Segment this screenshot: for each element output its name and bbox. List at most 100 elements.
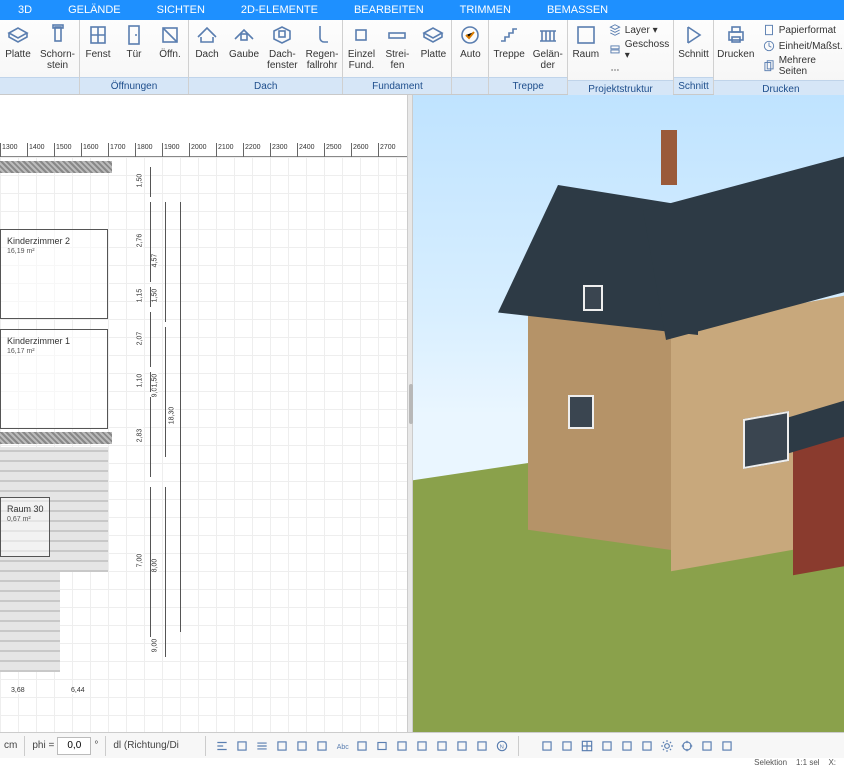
chimney-3d xyxy=(661,130,677,185)
toolbar-sun-button[interactable] xyxy=(658,737,676,755)
toolbar-grid2-button[interactable] xyxy=(598,737,616,755)
dimension-label: 8,00 xyxy=(151,558,158,574)
room-icon xyxy=(574,23,598,47)
ribbon-platte2-button[interactable]: Platte xyxy=(415,20,451,77)
ribbon-geschoss-button[interactable]: Geschoss ▾ xyxy=(608,38,669,62)
toolbar-align-obj-button[interactable] xyxy=(233,737,251,755)
menu-bearbeiten[interactable]: BEARBEITEN xyxy=(336,4,442,16)
room[interactable]: Kinderzimmer 216,19 m² xyxy=(0,229,108,319)
ribbon-oeffn-button[interactable]: Öffn. xyxy=(152,20,188,77)
ribbon-btn-label: Schnitt xyxy=(678,49,709,60)
unit-icon xyxy=(762,39,776,53)
toolbar-align-left-button[interactable] xyxy=(213,737,231,755)
ribbon-einheit-button[interactable]: Einheit/Maßst. xyxy=(762,38,844,54)
ribbon-papier-button[interactable]: Papierformat xyxy=(762,22,844,38)
toolbar-list2-button[interactable] xyxy=(273,737,291,755)
ribbon-fenster-button[interactable]: Fenst xyxy=(80,20,116,77)
ribbon-btn-label: Auto xyxy=(460,49,481,60)
dimension-label: 1,50 xyxy=(151,288,158,304)
toolbar-grid3-button[interactable] xyxy=(618,737,636,755)
toolbar-layer-button[interactable] xyxy=(473,737,491,755)
menu-sichten[interactable]: SICHTEN xyxy=(139,4,223,16)
status-selection: Selektion xyxy=(754,758,787,767)
toolbar-vline-button[interactable] xyxy=(638,737,656,755)
3d-view[interactable] xyxy=(413,95,844,737)
menu-gelaende[interactable]: GELÄNDE xyxy=(50,4,139,16)
menu-3d[interactable]: 3D xyxy=(0,4,50,16)
ribbon-schnitt-button[interactable]: Schnitt xyxy=(674,20,713,77)
toolbar-grid1-button[interactable] xyxy=(578,737,596,755)
ribbon-btn-label: Gaube xyxy=(229,49,259,60)
toolbar-win-button[interactable] xyxy=(558,737,576,755)
menu-trimmen[interactable]: TRIMMEN xyxy=(442,4,529,16)
ribbon-auto-button[interactable]: Auto xyxy=(452,20,488,77)
plan-view-2d[interactable]: 1300140015001600170018001900200021002200… xyxy=(0,95,407,737)
floor-plan-canvas[interactable]: Kinderzimmer 216,19 m² Kinderzimmer 116,1… xyxy=(0,157,407,737)
ribbon-regen-button[interactable]: Regen- fallrohr xyxy=(302,20,343,77)
window-3d xyxy=(583,285,603,311)
ribbon-btn-label: Treppe xyxy=(493,49,524,60)
ribbon-btn-label: Einzel Fund. xyxy=(348,49,375,71)
roof-icon xyxy=(195,23,219,47)
toolbar-lower-button[interactable] xyxy=(313,737,331,755)
menu-2d[interactable]: 2D-ELEMENTE xyxy=(223,4,336,16)
ruler-tick-label: 2200 xyxy=(245,144,261,151)
toolbar-frame-button[interactable] xyxy=(538,737,556,755)
toolbar-target-button[interactable] xyxy=(678,737,696,755)
svg-text:N: N xyxy=(500,744,504,750)
room[interactable]: Kinderzimmer 116,17 m² xyxy=(0,329,108,429)
dimension-label: 2,83 xyxy=(136,428,143,444)
toolbar-gridtog-button[interactable] xyxy=(698,737,716,755)
ribbon-group-label xyxy=(452,77,488,94)
dots-icon xyxy=(608,63,622,77)
ruler-tick-label: 1500 xyxy=(56,144,72,151)
ribbon-layer-button[interactable]: Layer ▾ xyxy=(608,22,669,38)
toolbar-more-button[interactable] xyxy=(718,737,736,755)
ribbon-gaube-button[interactable]: Gaube xyxy=(225,20,263,77)
window-3d xyxy=(568,395,594,429)
ribbon-btn-label: Gelän- der xyxy=(533,49,563,71)
dimension-label: 18,30 xyxy=(168,406,175,426)
slab-icon xyxy=(421,23,445,47)
status-bar: Selektion 1:1 sel X: xyxy=(0,758,844,767)
ribbon-raum-button[interactable]: Raum xyxy=(568,20,604,80)
dimension-line xyxy=(150,397,151,477)
menu-bemassen[interactable]: BEMASSEN xyxy=(529,4,626,16)
ribbon-mehrere-button[interactable]: Mehrere Seiten xyxy=(762,54,844,78)
printer-icon xyxy=(724,23,748,47)
toolbar-copy-button[interactable] xyxy=(413,737,431,755)
toolbar-circle-n-button[interactable]: N xyxy=(493,737,511,755)
ribbon-treppe-button[interactable]: Treppe xyxy=(489,20,528,77)
door-icon xyxy=(122,23,146,47)
railing-icon xyxy=(536,23,560,47)
ribbon-btn-label: Platte xyxy=(421,49,447,60)
ribbon-schorn-button[interactable]: Schorn- stein xyxy=(36,20,79,77)
toolbar-list3-button[interactable] xyxy=(293,737,311,755)
ribbon-group-label xyxy=(0,77,79,94)
ribbon-streifen-button[interactable]: Strei- fen xyxy=(379,20,415,77)
ribbon-platte-button[interactable]: Platte xyxy=(0,20,36,77)
phi-input[interactable] xyxy=(57,737,91,755)
ribbon-dach-button[interactable]: Dach xyxy=(189,20,225,77)
ribbon-btn-label: Öffn. xyxy=(159,49,181,60)
page-icon xyxy=(762,23,776,37)
dimension-line xyxy=(165,637,166,657)
ribbon-extra-button[interactable] xyxy=(608,62,669,78)
ribbon-einzel-button[interactable]: Einzel Fund. xyxy=(343,20,379,77)
toolbar-dim1-button[interactable] xyxy=(353,737,371,755)
ribbon-gelaender-button[interactable]: Gelän- der xyxy=(529,20,567,77)
dimension-line xyxy=(150,312,151,367)
ribbon-tuer-button[interactable]: Tür xyxy=(116,20,152,77)
ribbon-drucken-button[interactable]: Drucken xyxy=(714,20,758,80)
terrace-hatch xyxy=(0,572,60,672)
dimension-label: 2,07 xyxy=(136,330,143,346)
toolbar-bound-button[interactable] xyxy=(393,737,411,755)
stair-icon xyxy=(497,23,521,47)
toolbar-snap2-button[interactable] xyxy=(453,737,471,755)
room[interactable]: Raum 300,67 m² xyxy=(0,497,50,557)
ribbon-dachfenster-button[interactable]: Dach- fenster xyxy=(263,20,302,77)
toolbar-rect-button[interactable] xyxy=(373,737,391,755)
toolbar-snap1-button[interactable] xyxy=(433,737,451,755)
toolbar-abc-button[interactable]: Abc xyxy=(333,737,351,755)
toolbar-list1-button[interactable] xyxy=(253,737,271,755)
